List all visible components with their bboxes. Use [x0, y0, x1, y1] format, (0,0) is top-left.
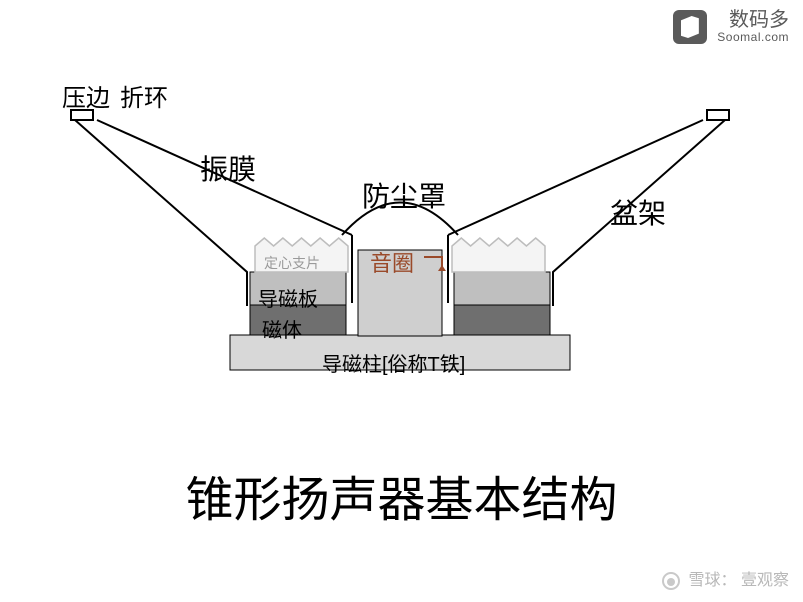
watermark-author: 壹观察: [741, 572, 789, 589]
label-tpiece: 导磁柱[俗称T铁]: [322, 348, 465, 377]
watermark-xueqiu: 雪球： 壹观察: [662, 566, 789, 590]
label-edge: 压边: [62, 78, 110, 113]
label-magnet: 磁体: [262, 314, 302, 343]
label-diaphragm: 振膜: [200, 148, 256, 188]
label-topplate: 导磁板: [258, 283, 318, 312]
label-surround: 折环: [120, 78, 168, 113]
xueqiu-logo-icon: [662, 572, 680, 590]
diagram-title: 锥形扬声器基本结构: [0, 460, 803, 530]
label-frame: 盆架: [610, 192, 666, 232]
label-dustcap: 防尘罩: [362, 175, 446, 215]
label-spider: 定心支片: [264, 253, 320, 273]
label-voicecoil: 音圈: [370, 246, 414, 278]
watermark-site: 雪球：: [689, 572, 737, 589]
